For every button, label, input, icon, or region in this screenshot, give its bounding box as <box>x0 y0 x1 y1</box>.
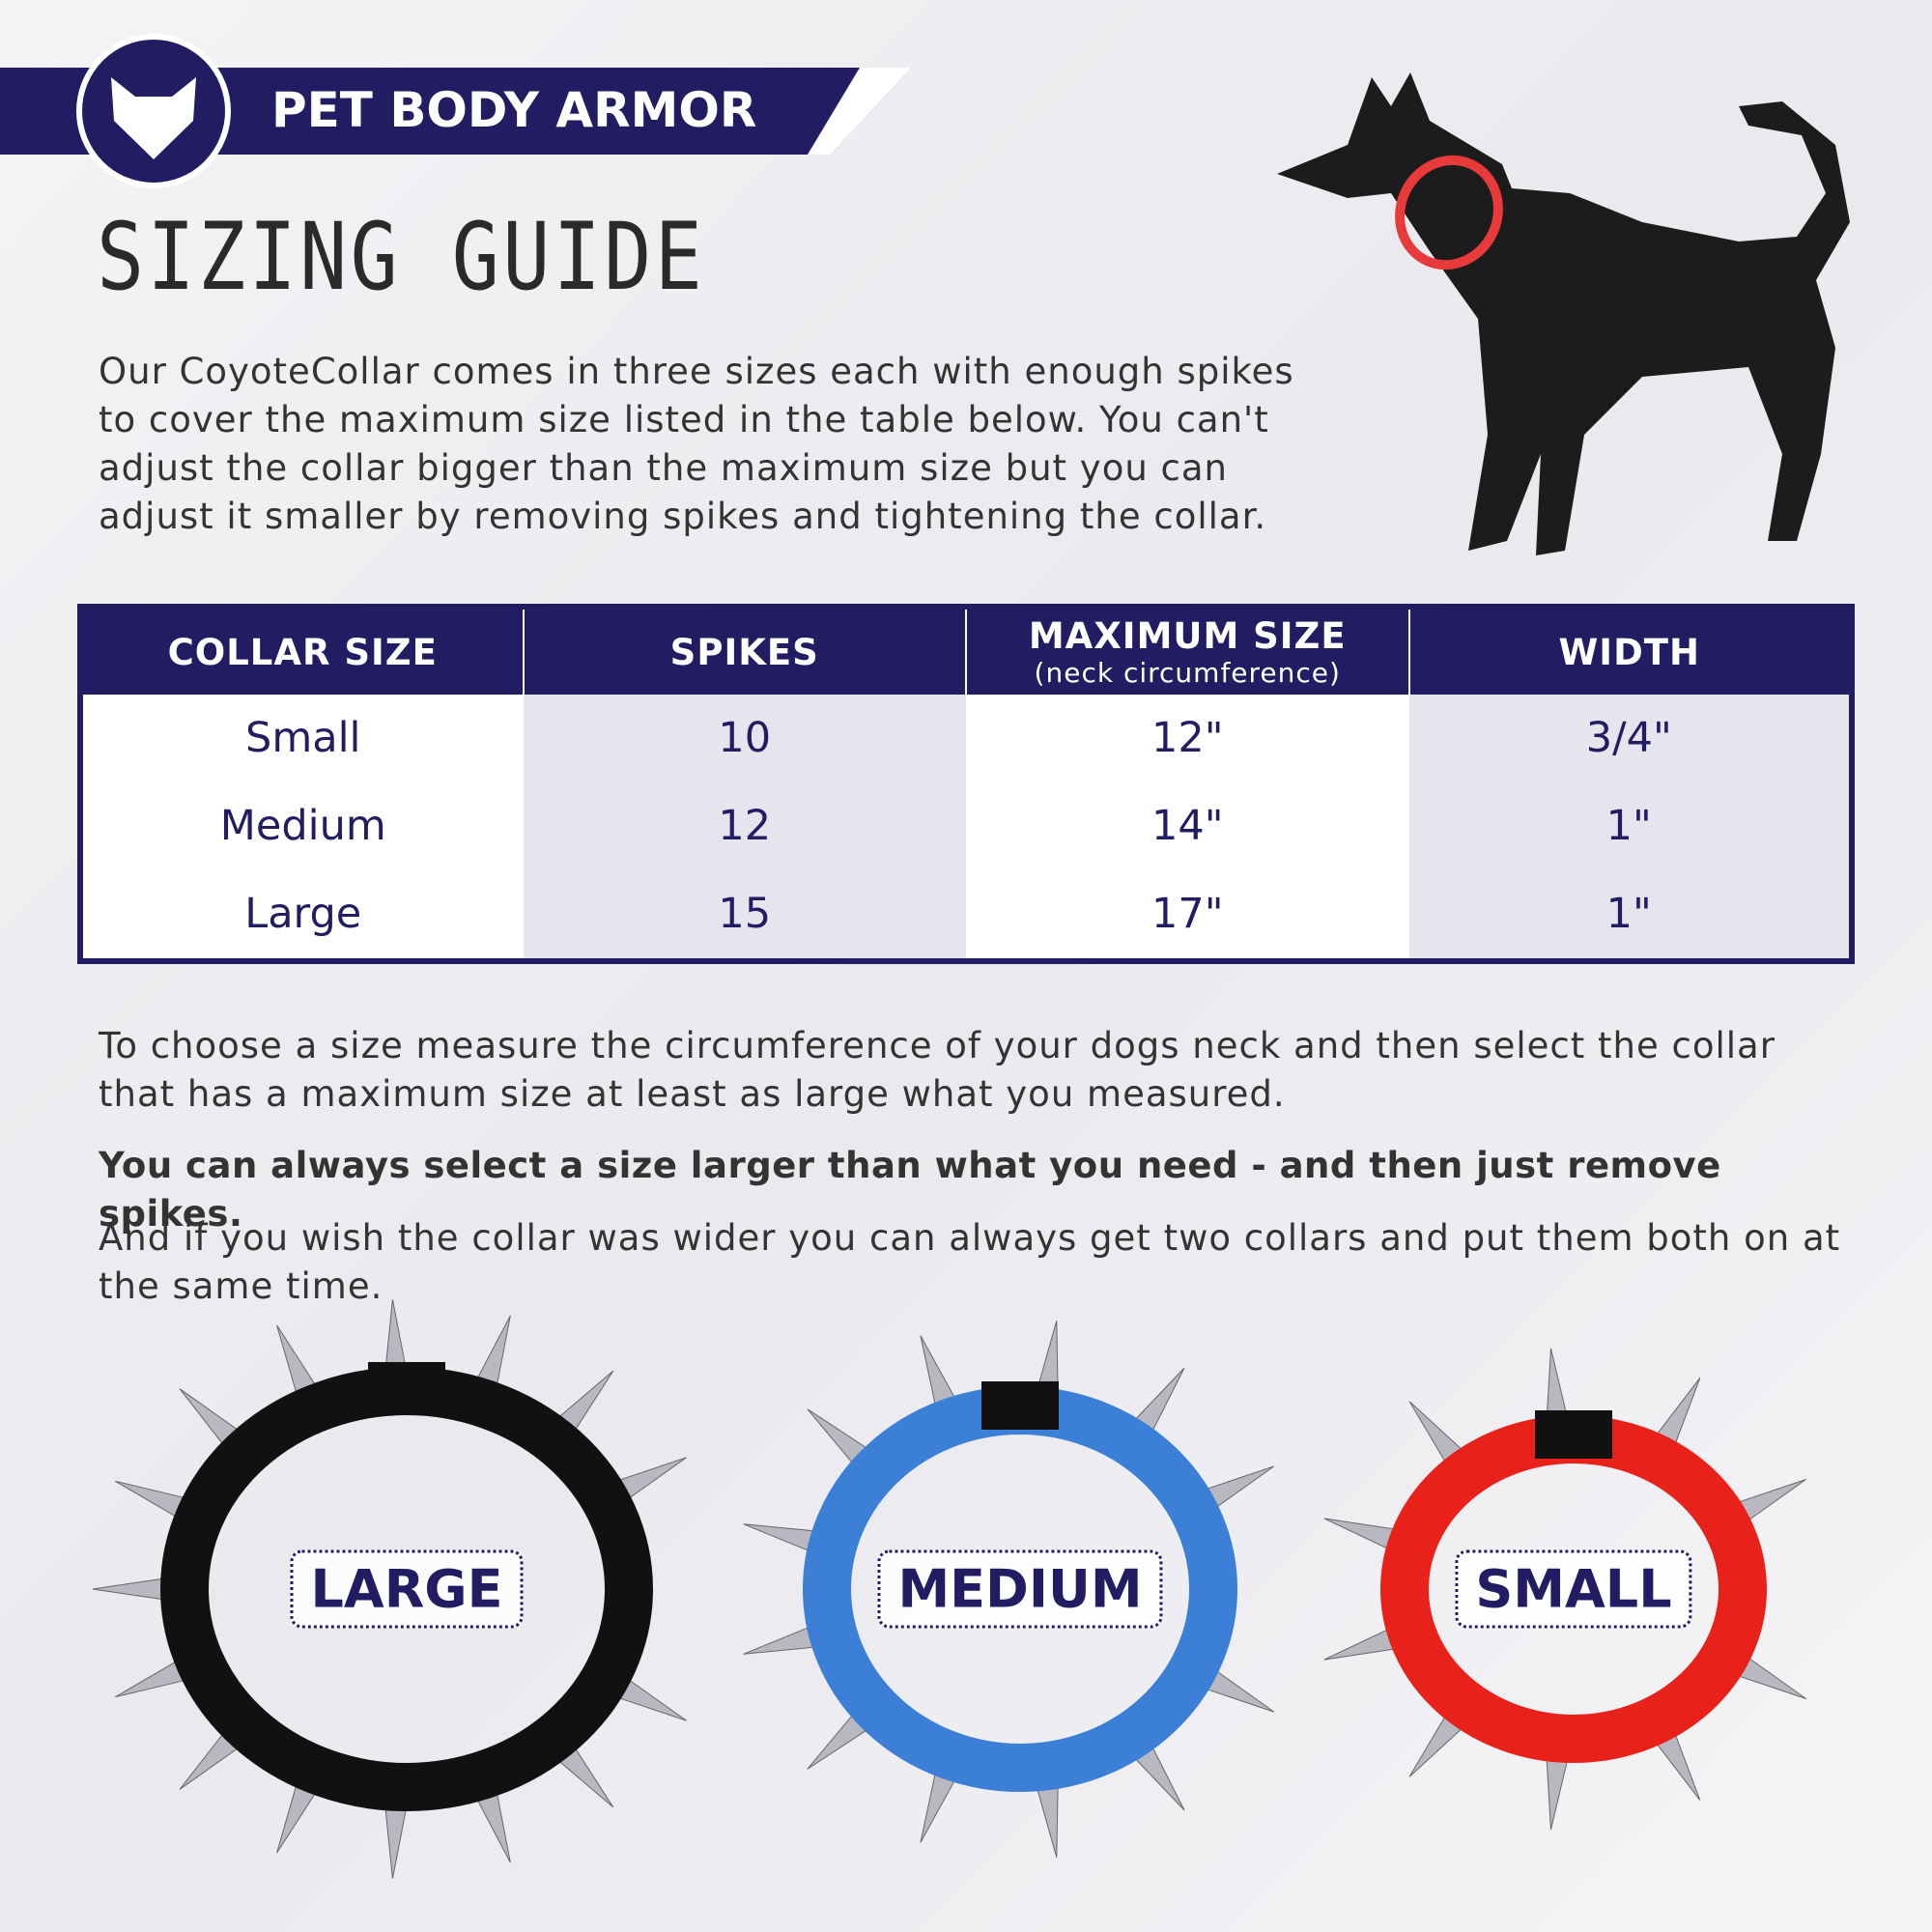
table-row: Large 15 17" 1" <box>80 869 1852 961</box>
table-cell: 3/4" <box>1408 695 1852 782</box>
table-cell: Large <box>244 890 362 939</box>
table-row: Medium 12 14" 1" <box>80 781 1852 870</box>
size-table: COLLAR SIZE SPIKES MAXIMUM SIZE (neck circu… <box>77 604 1855 964</box>
collar-label: SMALL <box>1455 1549 1692 1629</box>
intro: Our CoyoteCollar comes in three sizes ea… <box>99 351 1294 537</box>
brand: PET BODY ARMOR <box>271 82 757 138</box>
paragraph: To choose a size measure the circumferen… <box>99 1025 1776 1115</box>
header-subtext: (neck circumference) <box>1034 657 1341 689</box>
table-cell: 10 <box>523 695 966 782</box>
buckle <box>981 1381 1059 1430</box>
title: SIZING GUIDE <box>97 203 706 311</box>
banner-stripe <box>808 68 912 155</box>
table-cell: Small <box>245 714 361 763</box>
table-cell: 14" <box>1151 802 1224 851</box>
buckle <box>1535 1410 1612 1459</box>
header-text: MAXIMUM SIZE <box>1028 615 1347 657</box>
table-cell: 12" <box>1151 714 1224 763</box>
logo-fox <box>111 77 196 159</box>
table-cell: 1" <box>1408 869 1852 961</box>
header-text: SPIKES <box>669 631 819 673</box>
table-header: MAXIMUM SIZE (neck circumference) <box>966 607 1410 695</box>
header-text: COLLAR SIZE <box>167 631 438 673</box>
table-header: COLLAR SIZE <box>80 607 525 695</box>
table-cell: 15 <box>523 869 966 961</box>
collar-label: MEDIUM <box>877 1549 1163 1629</box>
collar-label: LARGE <box>290 1549 524 1629</box>
table-header: WIDTH <box>1408 607 1852 695</box>
table-cell: Medium <box>219 802 386 851</box>
banner <box>0 68 912 155</box>
paragraph: And if you wish the collar was wider you… <box>99 1217 1841 1307</box>
header-text: WIDTH <box>1558 631 1700 673</box>
table-cell: 17" <box>1151 890 1224 939</box>
table-header: SPIKES <box>523 607 967 695</box>
table-row: Small 10 12" 3/4" <box>80 695 1852 782</box>
table-cell: 12 <box>523 781 966 870</box>
table-cell: 1" <box>1408 781 1852 870</box>
buckle <box>368 1362 445 1410</box>
neck-arrow <box>1395 155 1503 270</box>
paragraph-bold: You can always select a size larger than… <box>99 1145 1721 1235</box>
dog-silhouette <box>1277 72 1850 555</box>
